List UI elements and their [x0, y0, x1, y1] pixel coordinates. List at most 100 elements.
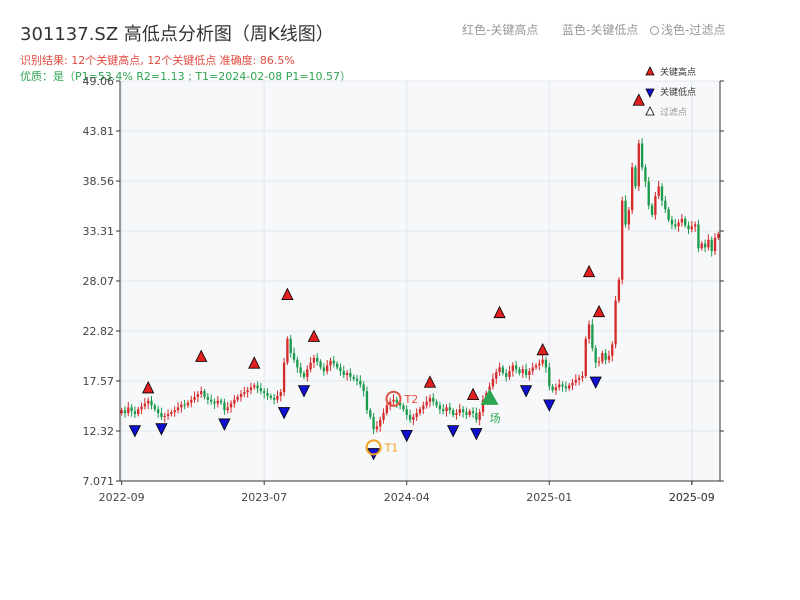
candle-body: [352, 376, 355, 379]
candle-body: [395, 399, 398, 403]
candle-body: [531, 367, 534, 372]
candle-body: [670, 219, 674, 225]
candle-body: [524, 369, 528, 375]
candle-body: [451, 410, 455, 415]
candle-body: [147, 400, 150, 404]
candle-body: [505, 373, 508, 377]
candle-body: [306, 369, 309, 377]
candle-body: [475, 413, 478, 420]
key-high-marker: [466, 387, 480, 401]
candle-body: [448, 407, 451, 411]
candle-body: [624, 200, 627, 225]
candle-body: [554, 387, 558, 391]
candle-body: [432, 397, 435, 402]
candle-body: [568, 385, 571, 389]
candle-body: [342, 371, 345, 375]
legend-high-label: 关键高点: [660, 66, 696, 78]
candle-body: [690, 226, 693, 230]
legend-filtered-label: 过滤点: [660, 106, 687, 118]
candle-body: [243, 392, 246, 395]
candle-body: [435, 401, 438, 406]
candle-body: [561, 384, 564, 387]
candle-body: [236, 396, 239, 400]
candle-body: [634, 167, 637, 187]
candle-body: [438, 405, 442, 410]
y-tick-label: 38.56: [83, 175, 115, 188]
y-tick-label: 49.06: [83, 75, 115, 88]
candle-body: [558, 384, 561, 388]
candle-body: [375, 426, 379, 430]
key-high-marker: [592, 304, 606, 318]
candle-body: [282, 362, 286, 393]
y-tick-label: 7.071: [83, 475, 115, 488]
candle-body: [584, 338, 587, 376]
y-tick-label: 43.81: [83, 125, 115, 138]
candle-body: [644, 167, 647, 182]
candle-body: [650, 205, 654, 215]
candle-body: [299, 367, 302, 374]
candle-body: [707, 239, 710, 248]
candle-body: [123, 410, 127, 414]
candle-body: [574, 379, 577, 383]
launch-label: 场: [490, 411, 501, 425]
candle-body: [664, 200, 667, 210]
candle-body: [544, 359, 548, 368]
candle-body: [412, 416, 415, 420]
x-tick-label: 2025-01: [526, 491, 572, 504]
candle-body: [190, 399, 193, 403]
candle-body: [309, 362, 312, 370]
candle-body: [349, 373, 352, 377]
candle-body: [601, 353, 604, 362]
candle-body: [210, 399, 213, 402]
candle-body: [581, 375, 584, 378]
candle-body: [203, 391, 206, 397]
key-low-marker: [470, 428, 483, 441]
candle-body: [667, 209, 670, 220]
key-low-marker: [128, 425, 142, 438]
candle-body: [302, 373, 306, 377]
candle-body: [365, 391, 369, 411]
candle-body: [501, 367, 505, 374]
candle-body: [137, 409, 140, 415]
candle-body: [369, 410, 372, 417]
candle-body: [329, 360, 332, 366]
key-high-marker: [536, 342, 549, 356]
key-high-marker: [281, 287, 294, 300]
candle-body: [382, 413, 385, 420]
key-low-marker: [277, 407, 291, 420]
candle-body: [219, 400, 223, 403]
candle-body: [461, 409, 465, 413]
candle-body: [478, 412, 481, 420]
candle-body: [193, 396, 196, 400]
x-tick-label: 2024-04: [384, 491, 430, 504]
candle-body: [398, 402, 402, 406]
candle-body: [120, 410, 123, 414]
candle-body: [269, 395, 272, 398]
y-tick-label: 17.57: [83, 375, 115, 388]
candle-body: [418, 409, 422, 414]
candle-body: [392, 399, 395, 402]
key-high-marker: [632, 93, 645, 106]
x-tick-label: 2025-09: [669, 491, 715, 504]
candle-body: [538, 363, 541, 366]
candle-body: [246, 390, 249, 393]
candle-body: [660, 186, 664, 201]
candle-body: [160, 413, 163, 417]
candle-body: [521, 369, 524, 374]
candle-body: [332, 360, 335, 364]
candle-body: [259, 388, 263, 392]
candle-body: [216, 400, 219, 404]
candle-body: [491, 378, 495, 387]
candle-body: [551, 386, 554, 391]
candle-body: [442, 409, 445, 412]
candle-body: [455, 413, 458, 415]
candle-body: [163, 415, 166, 417]
key-high-marker: [582, 264, 596, 278]
key-high-marker: [142, 381, 155, 394]
candle-body: [176, 407, 180, 411]
candle-body: [471, 411, 475, 414]
candle-body: [594, 348, 597, 363]
candle-body: [465, 412, 468, 415]
key-high-marker: [248, 356, 261, 369]
candle-body: [481, 399, 485, 413]
